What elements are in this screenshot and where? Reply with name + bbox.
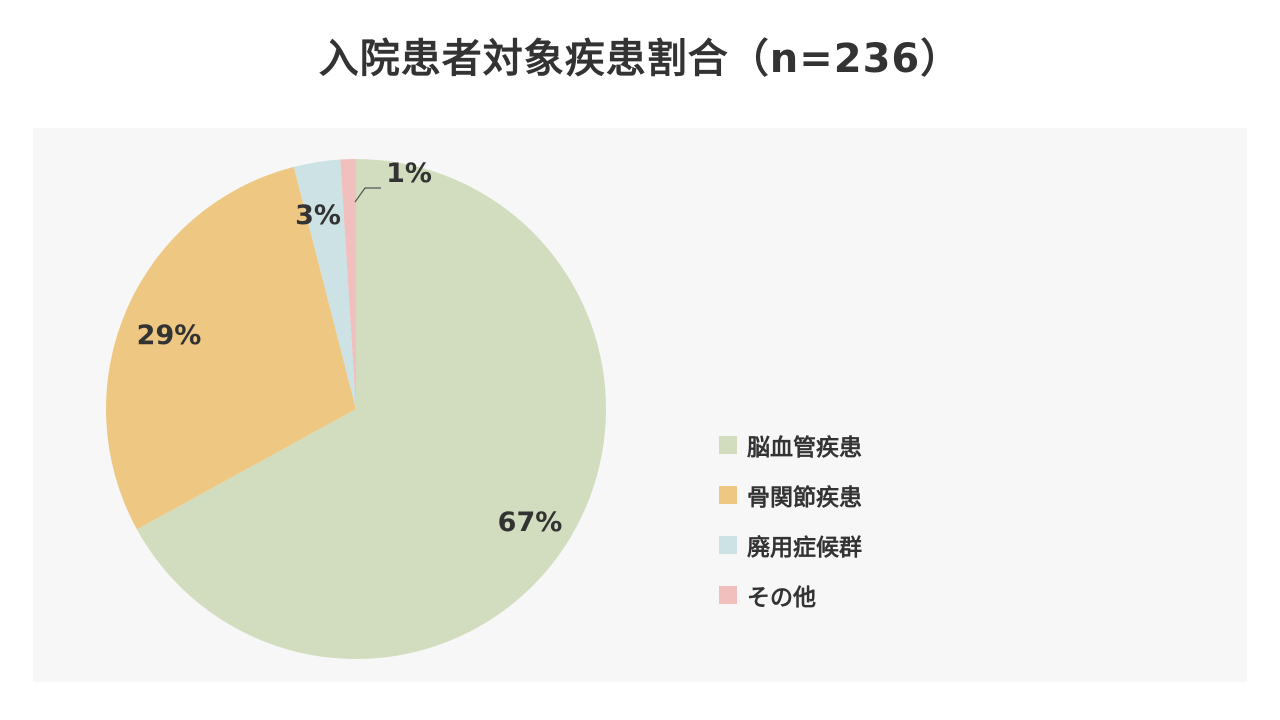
legend: 脳血管疾患骨関節疾患廃用症候群その他	[719, 420, 862, 620]
chart-panel: 67% 29% 3% 1% 脳血管疾患骨関節疾患廃用症候群その他	[33, 128, 1247, 682]
data-label-1: 67%	[498, 507, 563, 538]
chart-title: 入院患者対象疾患割合（n=236）	[318, 36, 962, 82]
data-label-3: 3%	[295, 200, 341, 231]
leader-line	[354, 187, 381, 203]
legend-item-3: 廃用症候群	[719, 520, 862, 570]
pie-slice-1	[136, 159, 607, 659]
pie-slice-3	[293, 159, 356, 409]
legend-swatch	[719, 586, 737, 604]
legend-label: 廃用症候群	[747, 535, 862, 561]
legend-swatch	[719, 436, 737, 454]
legend-swatch	[719, 536, 737, 554]
legend-item-1: 脳血管疾患	[719, 420, 862, 470]
legend-label: 脳血管疾患	[747, 435, 862, 461]
legend-item-4: その他	[719, 570, 862, 620]
data-label-2: 29%	[137, 320, 202, 351]
legend-item-2: 骨関節疾患	[719, 470, 862, 520]
legend-swatch	[719, 486, 737, 504]
pie-slice-2	[105, 166, 356, 530]
pie-chart: 67% 29% 3% 1%	[105, 158, 607, 659]
data-label-4: 1%	[386, 158, 432, 189]
legend-label: 骨関節疾患	[747, 485, 862, 511]
legend-label: その他	[747, 585, 816, 611]
pie-slice-4	[340, 159, 356, 409]
